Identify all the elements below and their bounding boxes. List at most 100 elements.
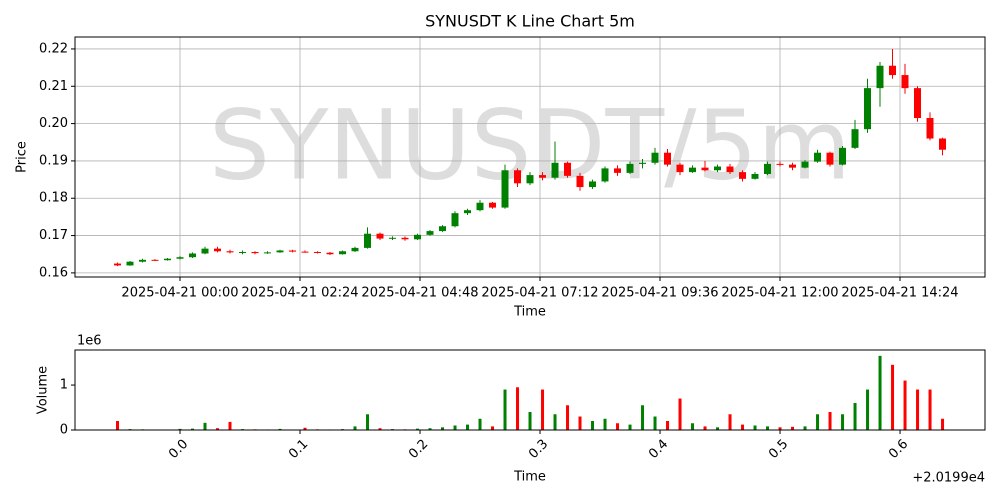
volume-bar xyxy=(791,426,795,430)
candle-body xyxy=(839,147,846,165)
candle-body xyxy=(226,251,234,253)
candle-body xyxy=(164,258,171,261)
candle-body xyxy=(301,251,309,253)
volume-bar xyxy=(116,421,120,430)
candle-body xyxy=(264,252,271,254)
volume-bar xyxy=(653,416,657,430)
volume-bar xyxy=(541,389,545,430)
candle-body xyxy=(401,237,409,240)
volume-bar xyxy=(841,414,845,430)
candle-body xyxy=(414,234,421,240)
x-axis-label: Time xyxy=(513,470,546,485)
volume-bar xyxy=(853,403,857,430)
candle-body xyxy=(451,213,459,227)
candle-body xyxy=(376,233,384,239)
candle-body xyxy=(714,166,721,171)
candle-body xyxy=(114,263,121,266)
candle-body xyxy=(289,250,296,252)
candle-body xyxy=(664,152,671,165)
candle-body xyxy=(726,166,734,173)
volume-bar xyxy=(428,428,432,430)
candle-body xyxy=(926,117,934,139)
candle-body xyxy=(689,167,696,173)
volume-bar xyxy=(416,428,420,430)
volume-bar xyxy=(628,424,632,430)
candle-body xyxy=(551,162,559,178)
candle-body xyxy=(751,173,759,179)
candle-body xyxy=(314,251,321,253)
plot-frame xyxy=(74,349,986,431)
y-tick-label: 1 xyxy=(60,378,68,393)
candle-body xyxy=(864,88,871,130)
candle-body xyxy=(501,170,509,208)
candle-body xyxy=(739,172,746,179)
x-tick-label: 2025-04-21 12:00 xyxy=(721,286,838,301)
volume-bar xyxy=(553,414,557,430)
candle-body xyxy=(426,231,434,235)
volume-bar xyxy=(816,414,820,430)
candle-body xyxy=(939,138,946,150)
candle-body xyxy=(826,152,834,165)
volume-bar xyxy=(478,418,482,430)
volume-bar xyxy=(716,427,720,430)
candle-body xyxy=(901,75,909,89)
candle-body xyxy=(776,163,784,165)
x-axis-label: Time xyxy=(513,305,546,320)
x-tick-label: 2025-04-21 14:24 xyxy=(841,286,958,301)
candle-body xyxy=(701,167,709,171)
volume-bar xyxy=(591,421,595,430)
volume-bar xyxy=(828,412,832,430)
x-tick-label: 2025-04-21 07:12 xyxy=(481,286,598,301)
candle-body xyxy=(126,261,134,266)
x-tick-label: 2025-04-21 09:36 xyxy=(601,286,718,301)
x-tick-label: 2025-04-21 02:24 xyxy=(241,286,358,301)
candle-body xyxy=(239,251,246,253)
volume-bar xyxy=(203,422,207,430)
volume-bar xyxy=(803,426,807,430)
volume-bar xyxy=(191,428,195,430)
y-tick-label: 0 xyxy=(60,423,68,438)
candle-body xyxy=(151,259,159,261)
candle-body xyxy=(189,253,196,258)
candle-body xyxy=(914,88,921,118)
y-tick-label: 0.18 xyxy=(39,191,68,206)
chart-title: SYNUSDT K Line Chart 5m xyxy=(425,12,635,31)
candle-body xyxy=(601,168,609,182)
candle-body xyxy=(801,161,809,168)
x-tick-label: 2025-04-21 04:48 xyxy=(361,286,478,301)
y-tick-label: 0.16 xyxy=(39,265,68,280)
volume-bar xyxy=(728,414,732,430)
y-axis-label: Volume xyxy=(36,366,51,414)
candle-body xyxy=(214,248,221,252)
volume-bar xyxy=(766,426,770,430)
volume-bar xyxy=(641,405,645,430)
volume-bar xyxy=(228,421,232,430)
candle-body xyxy=(626,163,634,173)
volume-bar xyxy=(441,427,445,430)
candle-body xyxy=(339,251,346,255)
volume-bar xyxy=(516,387,520,430)
volume-bar xyxy=(741,424,745,430)
y-axis-label: Price xyxy=(15,141,30,173)
candle-body xyxy=(889,65,896,76)
volume-bar xyxy=(378,428,382,430)
volume-bar xyxy=(578,416,582,430)
candle-body xyxy=(564,162,571,176)
volume-bar xyxy=(866,389,870,430)
y-tick-label: 0.22 xyxy=(39,41,68,56)
plot-frame xyxy=(74,36,986,278)
volume-bar xyxy=(453,425,457,430)
volume-bar xyxy=(753,425,757,430)
y-offset-label: 1e6 xyxy=(77,334,102,349)
candle-body xyxy=(389,237,396,239)
volume-bar xyxy=(303,427,307,430)
y-tick-label: 0.17 xyxy=(39,228,68,243)
candle-body xyxy=(651,152,659,163)
candle-body xyxy=(764,163,771,174)
candle-body xyxy=(589,181,596,188)
candle-body xyxy=(176,257,184,259)
candle-body xyxy=(439,226,446,232)
volume-bar xyxy=(216,428,220,430)
candle-body xyxy=(851,129,859,148)
